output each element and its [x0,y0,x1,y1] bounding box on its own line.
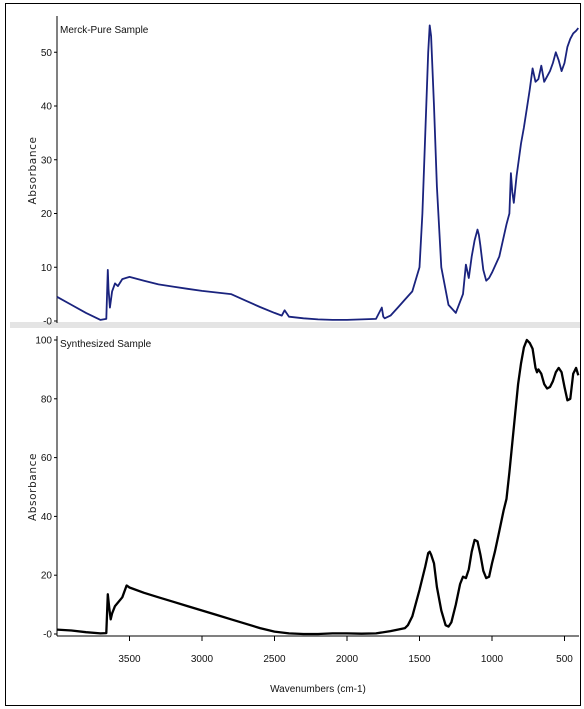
panel-1-spectrum-line [56,24,579,321]
x-tick-label: 3000 [191,654,214,665]
panel-2-y-axis-label: Absorbance [27,453,39,521]
panel-2-y-tick-label: 40 [41,512,53,523]
panel-2-y-tick-label: 20 [41,571,53,582]
figure-frame [5,3,581,706]
panel-2-title: Synthesized Sample [60,339,152,350]
panel-2-y-tick-label: -0 [43,630,52,641]
panel-2-y-tick-label: 60 [41,453,53,464]
panel-divider [10,322,580,328]
x-axis-label: Wavenumbers (cm-1) [270,684,366,695]
panel-2-y-tick-label: 80 [41,394,53,405]
panel-2-spectrum-line [56,338,580,636]
panel-1-y-tick-label: 40 [41,102,53,113]
x-tick-label: 500 [556,654,573,665]
panel-1-y-tick-label: 10 [41,263,53,274]
panel-1-y-axis-label: Absorbance [27,136,39,204]
panel-1-y-tick-label: 30 [41,155,53,166]
x-tick-label: 1500 [408,654,431,665]
x-tick-label: 3500 [118,654,141,665]
x-tick-label: 2500 [263,654,286,665]
panel-1-y-tick-label: -0 [43,317,52,328]
panel-1-y-tick-label: 20 [41,209,53,220]
panel-1-y-tick-label: 50 [41,48,53,59]
panel-2-y-tick-label: 100 [35,336,52,347]
panel-1-title: Merck-Pure Sample [60,25,149,36]
x-tick-label: 1000 [481,654,504,665]
x-tick-label: 2000 [336,654,359,665]
